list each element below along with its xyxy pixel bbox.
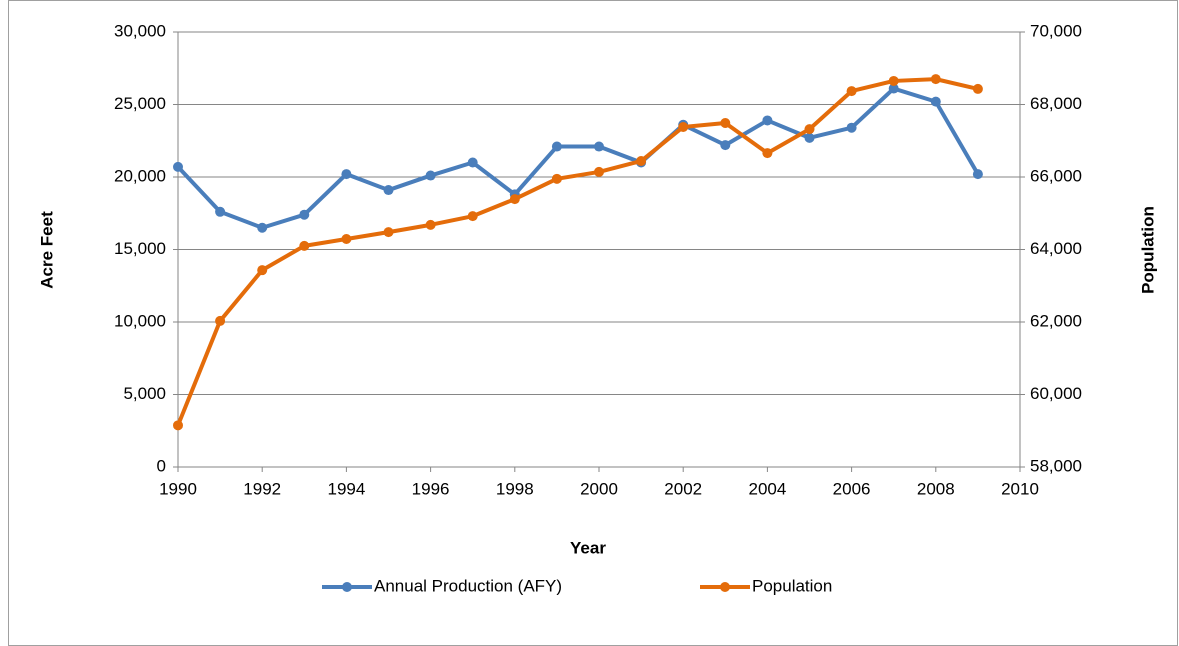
y-tick-label: 20,000	[114, 166, 166, 185]
x-tick-label: 2006	[833, 479, 871, 498]
point	[257, 222, 268, 233]
point	[425, 170, 436, 181]
y2-tick-label: 64,000	[1030, 239, 1082, 258]
point	[762, 115, 773, 126]
point	[383, 185, 394, 196]
y2-tick-label: 58,000	[1030, 456, 1082, 475]
point	[930, 74, 941, 85]
point	[425, 219, 436, 230]
point	[173, 161, 183, 172]
point	[467, 211, 478, 222]
y-tick-label: 15,000	[114, 239, 166, 258]
point	[930, 96, 941, 107]
x-tick-label: 2004	[748, 479, 786, 498]
chart-frame	[8, 0, 1178, 646]
point	[341, 233, 352, 244]
x-tick-label: 2010	[1001, 479, 1039, 498]
point	[215, 315, 226, 326]
point	[594, 141, 604, 152]
point	[888, 75, 899, 86]
point	[762, 148, 773, 159]
x-tick-label: 1990	[159, 479, 197, 498]
point	[299, 209, 310, 220]
y-tick-label: 10,000	[114, 311, 166, 330]
y2-tick-label: 68,000	[1030, 94, 1082, 113]
point	[636, 156, 647, 167]
point	[215, 206, 226, 217]
series-line	[176, 77, 979, 427]
y2-tick-label: 62,000	[1030, 311, 1082, 330]
y-tick-label: 0	[157, 456, 166, 475]
y-tick-label: 25,000	[114, 94, 166, 113]
y-axis-title: Acre Feet	[37, 211, 56, 289]
point	[383, 227, 394, 238]
point	[551, 173, 562, 184]
y2-tick-label: 66,000	[1030, 166, 1082, 185]
point	[551, 141, 562, 152]
point	[846, 86, 857, 97]
series-line	[176, 86, 980, 230]
point	[846, 122, 857, 133]
x-tick-label: 2008	[917, 479, 955, 498]
x-tick-label: 1996	[412, 479, 450, 498]
y2-axis-title: Population	[1138, 206, 1157, 294]
point	[972, 83, 983, 94]
legend-marker	[342, 582, 352, 592]
point	[594, 166, 604, 177]
point	[804, 132, 815, 143]
x-axis-title: Year	[570, 538, 606, 557]
y-tick-label: 5,000	[123, 384, 166, 403]
point	[804, 124, 815, 135]
y-tick-label: 30,000	[114, 21, 166, 40]
point	[257, 265, 268, 276]
x-tick-label: 1994	[327, 479, 365, 498]
legend-marker	[720, 582, 730, 592]
point	[299, 240, 310, 251]
point	[678, 121, 689, 132]
legend-label: Population	[752, 576, 832, 595]
point	[720, 117, 731, 128]
point	[509, 194, 520, 205]
y2-tick-label: 70,000	[1030, 21, 1082, 40]
x-tick-label: 2002	[664, 479, 702, 498]
point	[467, 157, 478, 168]
point	[972, 169, 983, 180]
x-tick-label: 1992	[243, 479, 281, 498]
x-tick-label: 2000	[580, 479, 618, 498]
point	[341, 169, 352, 180]
point	[720, 140, 731, 151]
point	[888, 83, 899, 94]
point	[173, 420, 183, 431]
y2-tick-label: 60,000	[1030, 384, 1082, 403]
x-tick-label: 1998	[496, 479, 534, 498]
legend-label: Annual Production (AFY)	[374, 576, 562, 595]
